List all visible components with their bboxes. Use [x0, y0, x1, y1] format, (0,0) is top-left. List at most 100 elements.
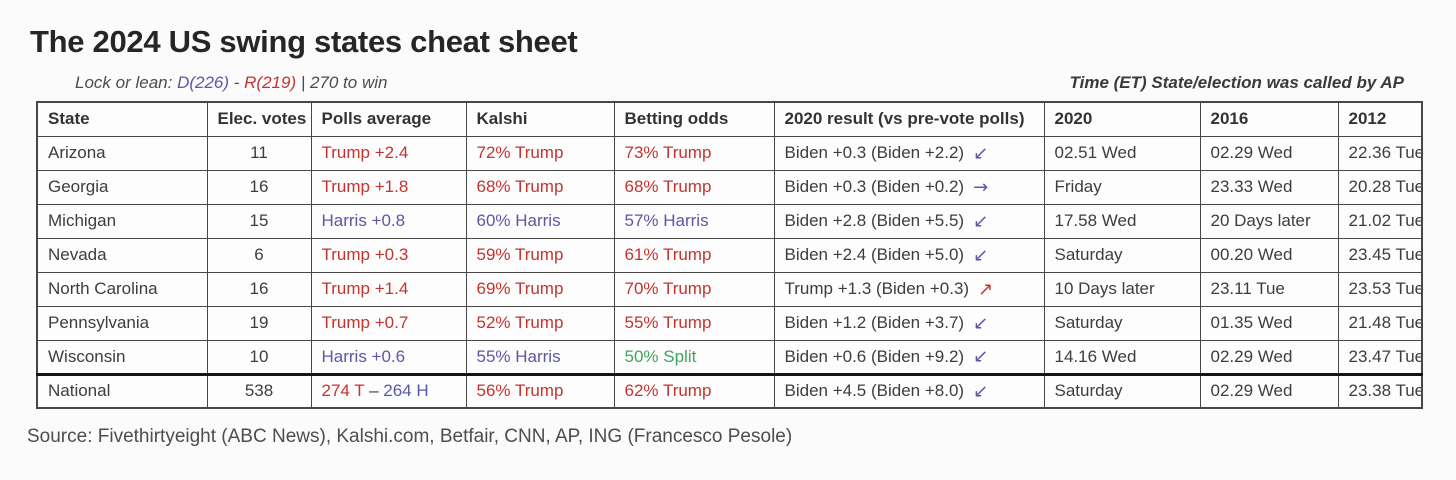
cell-kalshi: 68% Trump: [465, 169, 615, 205]
cell-2020-result: Biden +0.6 (Biden +9.2) ↙: [773, 339, 1045, 375]
column-header-called-2020: 2020: [1043, 101, 1201, 137]
cell-state: Pennsylvania: [36, 305, 208, 341]
cell-called-2020: Saturday: [1043, 372, 1201, 409]
table-row-wisconsin: Wisconsin 10 Harris +0.6 55% Harris 50% …: [36, 339, 1423, 375]
cell-betting-odds: 61% Trump: [613, 237, 775, 273]
cell-called-2016: 02.29 Wed: [1199, 339, 1339, 375]
cell-called-2020: Saturday: [1043, 237, 1201, 273]
cell-called-2012: 23.38 Tue: [1337, 372, 1423, 409]
dem-locked-count: D(226): [177, 73, 230, 92]
cell-2020-result: Trump +1.3 (Biden +0.3) ↗: [773, 271, 1045, 307]
arrow-down-left-icon: ↙: [973, 244, 989, 266]
arrow-down-left-icon: ↙: [973, 210, 989, 232]
cell-state: North Carolina: [36, 271, 208, 307]
table-row-nevada: Nevada 6 Trump +0.3 59% Trump 61% Trump …: [36, 237, 1423, 273]
rep-locked-count: R(219): [244, 73, 297, 92]
polls-ev-separator: –: [364, 381, 384, 401]
cell-2020-result: Biden +4.5 (Biden +8.0) ↙: [773, 372, 1045, 409]
column-header-state: State: [36, 101, 208, 137]
arrow-up-right-icon: ↗: [978, 278, 994, 300]
kalshi-value: 69% Trump: [476, 279, 564, 298]
cell-called-2012: 20.28 Tue: [1337, 169, 1423, 205]
cell-called-2012: 22.36 Tue: [1337, 135, 1423, 171]
betting-value: 50% Split: [624, 346, 697, 366]
table-row-pennsylvania: Pennsylvania 19 Trump +0.7 52% Trump 55%…: [36, 305, 1423, 341]
cell-betting-odds: 70% Trump: [613, 271, 775, 307]
kalshi-value: 52% Trump: [476, 313, 564, 332]
arrow-right-icon: →: [973, 176, 989, 198]
cell-betting-odds: 55% Trump: [613, 305, 775, 341]
betting-value: 73% Trump: [624, 143, 712, 162]
cell-called-2012: 21.48 Tue: [1337, 305, 1423, 341]
cell-polls-average: Trump +0.7: [310, 305, 467, 341]
cell-elec-votes: 19: [206, 305, 312, 341]
cell-2020-result: Biden +0.3 (Biden +2.2) ↙: [773, 135, 1045, 171]
column-header-betting-odds: Betting odds: [613, 101, 775, 137]
cell-state: National: [36, 372, 208, 409]
legend-separator: -: [229, 73, 245, 92]
called-time-note: Time (ET) State/election was called by A…: [1069, 73, 1404, 92]
polls-harris-ev: 264 H: [383, 381, 429, 401]
cell-polls-average: Trump +1.8: [310, 169, 467, 205]
arrow-down-left-icon: ↙: [973, 142, 989, 164]
polls-value: Trump +0.7: [321, 313, 409, 332]
kalshi-value: 60% Harris: [476, 211, 561, 230]
cell-2020-result: Biden +1.2 (Biden +3.7) ↙: [773, 305, 1045, 341]
betting-value: 57% Harris: [624, 211, 709, 230]
table-row-michigan: Michigan 15 Harris +0.8 60% Harris 57% H…: [36, 203, 1423, 239]
polls-value: Harris +0.8: [321, 211, 406, 230]
cell-polls-average: Harris +0.6: [310, 339, 467, 375]
polls-value: Trump +1.4: [321, 279, 409, 298]
cell-polls-average: Trump +2.4: [310, 135, 467, 171]
cell-elec-votes: 10: [206, 339, 312, 375]
cell-2020-result: Biden +0.3 (Biden +0.2) →: [773, 169, 1045, 205]
cell-called-2012: 21.02 Tue: [1337, 203, 1423, 239]
betting-value: 62% Trump: [624, 381, 712, 401]
cell-called-2016: 23.33 Wed: [1199, 169, 1339, 205]
cell-state: Georgia: [36, 169, 208, 205]
cell-elec-votes: 16: [206, 169, 312, 205]
cell-kalshi: 55% Harris: [465, 339, 615, 375]
arrow-down-left-icon: ↙: [973, 312, 989, 334]
cell-called-2020: 10 Days later: [1043, 271, 1201, 307]
cell-state: Arizona: [36, 135, 208, 171]
kalshi-value: 59% Trump: [476, 245, 564, 264]
cell-called-2020: 14.16 Wed: [1043, 339, 1201, 375]
polls-value: Trump +2.4: [321, 143, 409, 162]
cell-called-2012: 23.47 Tue: [1337, 339, 1423, 375]
cell-kalshi: 60% Harris: [465, 203, 615, 239]
column-header-called-2016: 2016: [1199, 101, 1339, 137]
cell-called-2012: 23.45 Tue: [1337, 237, 1423, 273]
cell-kalshi: 59% Trump: [465, 237, 615, 273]
cell-betting-odds: 57% Harris: [613, 203, 775, 239]
legend-suffix: | 270 to win: [296, 73, 388, 92]
result-text: Biden +4.5 (Biden +8.0): [784, 381, 965, 401]
cell-betting-odds: 73% Trump: [613, 135, 775, 171]
table-row-georgia: Georgia 16 Trump +1.8 68% Trump 68% Trum…: [36, 169, 1423, 205]
cell-called-2016: 20 Days later: [1199, 203, 1339, 239]
cell-polls-average: 274 T – 264 H: [310, 372, 467, 409]
column-header-called-2012: 2012: [1337, 101, 1423, 137]
polls-trump-ev: 274 T: [321, 381, 365, 401]
cell-called-2016: 02.29 Wed: [1199, 372, 1339, 409]
swing-states-table: State Elec. votes Polls average Kalshi B…: [36, 101, 1423, 409]
result-text: Biden +0.3 (Biden +2.2): [784, 143, 965, 162]
header-row: State Elec. votes Polls average Kalshi B…: [36, 101, 1423, 137]
table-row-national: National 538 274 T – 264 H 56% Trump 62%…: [36, 372, 1423, 409]
column-header-elec-votes: Elec. votes: [206, 101, 312, 137]
cell-state: Wisconsin: [36, 339, 208, 375]
result-text: Biden +0.3 (Biden +0.2): [784, 177, 965, 196]
cell-called-2016: 02.29 Wed: [1199, 135, 1339, 171]
betting-value: 70% Trump: [624, 279, 712, 298]
cell-betting-odds: 68% Trump: [613, 169, 775, 205]
cell-called-2012: 23.53 Tue: [1337, 271, 1423, 307]
cell-2020-result: Biden +2.8 (Biden +5.5) ↙: [773, 203, 1045, 239]
table-row-north-carolina: North Carolina 16 Trump +1.4 69% Trump 7…: [36, 271, 1423, 307]
cell-kalshi: 69% Trump: [465, 271, 615, 307]
kalshi-value: 68% Trump: [476, 177, 564, 196]
table-row-arizona: Arizona 11 Trump +2.4 72% Trump 73% Trum…: [36, 135, 1423, 171]
cell-elec-votes: 6: [206, 237, 312, 273]
legend-prefix: Lock or lean:: [75, 73, 178, 92]
cell-called-2020: 17.58 Wed: [1043, 203, 1201, 239]
cell-called-2016: 00.20 Wed: [1199, 237, 1339, 273]
